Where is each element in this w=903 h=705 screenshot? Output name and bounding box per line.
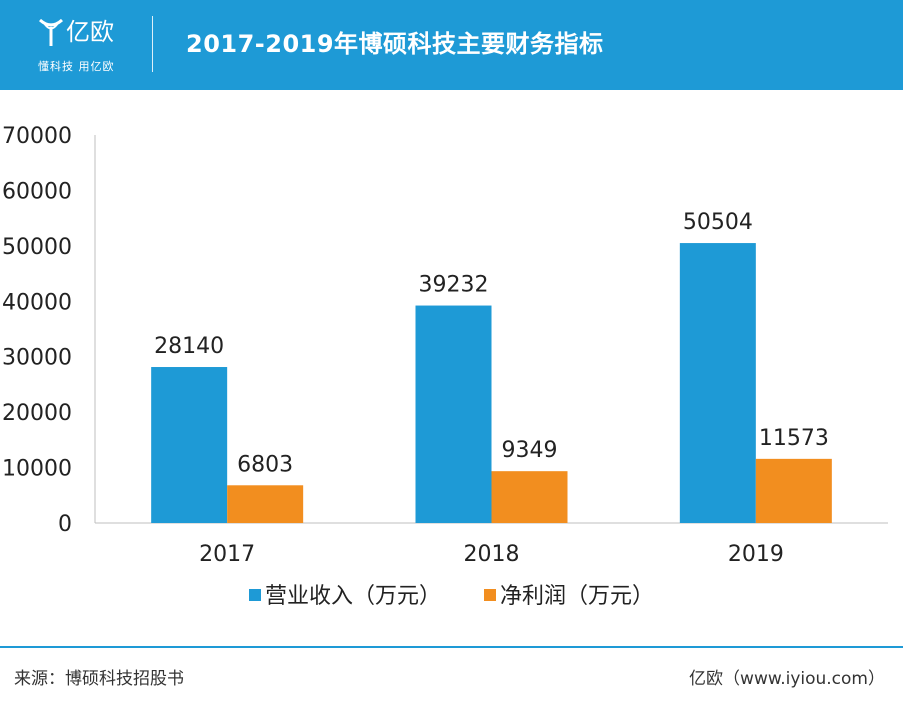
bar-revenue <box>415 305 492 523</box>
data-label: 9349 <box>502 438 558 463</box>
data-label: 50504 <box>683 210 753 235</box>
y-tick-label: 10000 <box>2 457 72 482</box>
y-tick-label: 40000 <box>2 290 72 315</box>
y-tick-label: 0 <box>58 512 72 537</box>
y-tick-label: 60000 <box>2 179 72 204</box>
header-bar: 亿欧 懂科技 用亿欧 2017-2019年博硕科技主要财务指标 <box>0 0 903 90</box>
data-label: 11573 <box>759 426 829 451</box>
legend-item-revenue: 营业收入（万元） <box>248 578 441 610</box>
logo-text: 亿欧 <box>66 18 114 46</box>
footer-divider <box>0 646 903 648</box>
legend-label-revenue: 营业收入（万元） <box>264 584 441 609</box>
y-tick-label: 30000 <box>2 346 72 371</box>
legend-item-profit: 净利润（万元） <box>484 578 654 610</box>
bar-revenue <box>679 243 756 523</box>
bar-chart: 0 10000 20000 30000 40000 50000 60000 70000 2814… <box>2 124 888 567</box>
data-label: 39232 <box>419 273 489 298</box>
legend-swatch-revenue <box>248 589 261 601</box>
bar-profit <box>227 485 304 523</box>
y-tick-label: 20000 <box>2 401 72 426</box>
page-title: 2017-2019年博硕科技主要财务指标 <box>186 30 604 58</box>
bar-profit <box>491 471 568 523</box>
source-note: 来源：博硕科技招股书 <box>14 669 184 689</box>
legend-swatch-profit <box>484 589 496 601</box>
legend-label-profit: 净利润（万元） <box>500 584 655 609</box>
y-tick-label: 70000 <box>2 124 72 149</box>
data-label: 28140 <box>154 334 224 359</box>
credit-note: 亿欧（www.iyiou.com） <box>689 669 885 689</box>
data-label: 6803 <box>237 452 293 477</box>
header-divider <box>152 16 153 72</box>
logo-slogan: 懂科技 用亿欧 <box>38 60 115 73</box>
x-tick-label: 2017 <box>199 542 255 567</box>
x-tick-label: 2019 <box>728 542 784 567</box>
bar-revenue <box>151 367 228 523</box>
x-tick-label: 2018 <box>464 542 520 567</box>
bar-profit <box>755 458 832 523</box>
y-tick-label: 50000 <box>2 235 72 260</box>
chart-legend: 营业收入（万元） 净利润（万元） <box>0 578 903 610</box>
yiou-logo-icon <box>38 18 64 46</box>
